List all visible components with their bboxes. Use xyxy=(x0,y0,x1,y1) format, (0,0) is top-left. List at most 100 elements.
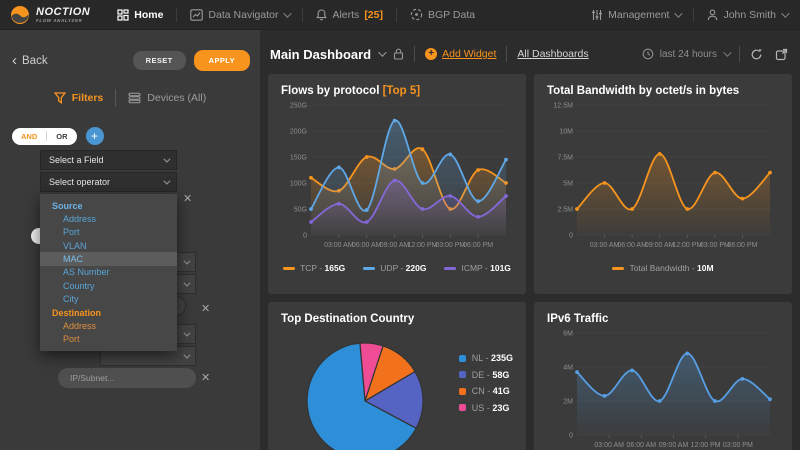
brand-logo[interactable]: NOCTION FLOW ANALYZER xyxy=(0,5,104,25)
legend-label: ICMP - xyxy=(461,263,491,273)
tab-devices-label: Devices (All) xyxy=(147,92,207,104)
svg-text:6M: 6M xyxy=(563,331,573,338)
nav-alerts[interactable]: Alerts [25] xyxy=(303,0,396,30)
remove-filter-icon[interactable]: ✕ xyxy=(201,372,211,384)
menu-item-as-number[interactable]: AS Number xyxy=(63,267,110,278)
widget-title: IPv6 Traffic xyxy=(547,313,609,325)
remove-filter-icon[interactable]: ✕ xyxy=(183,193,193,205)
and-option[interactable]: AND xyxy=(21,131,38,141)
svg-text:03:00 AM: 03:00 AM xyxy=(324,242,354,249)
remove-filter-icon[interactable]: ✕ xyxy=(201,303,211,315)
svg-text:10M: 10M xyxy=(559,129,573,136)
nav-data-navigator-label: Data Navigator xyxy=(208,8,279,21)
legend-item-total-bandwidth[interactable]: Total Bandwidth - 10M xyxy=(612,263,714,273)
legend-item-us[interactable]: US - 23G xyxy=(458,402,513,413)
user-icon xyxy=(708,9,718,20)
back-button[interactable]: ‹ Back xyxy=(12,51,48,69)
widget-grid: Flows by protocol [Top 5] 0 50G 100G 150G 20… xyxy=(268,74,792,450)
legend-label: US - xyxy=(471,402,493,413)
back-label: Back xyxy=(22,54,48,67)
chevron-down-icon xyxy=(163,177,171,185)
country-pie-chart xyxy=(306,342,424,450)
clock-icon xyxy=(642,48,654,60)
add-condition-button[interactable]: + xyxy=(85,127,104,145)
select-operator-value: Select operator xyxy=(49,177,111,187)
menu-item-mac-highlighted[interactable]: MAC xyxy=(40,252,177,266)
tab-filters[interactable]: Filters xyxy=(53,92,103,104)
chart-legend: TCP - 165G UDP - 220G ICMP - 101G xyxy=(281,263,513,273)
funnel-icon xyxy=(53,92,66,104)
all-dashboards-link[interactable]: All Dashboards xyxy=(517,48,589,60)
legend-value: 23G xyxy=(492,402,510,413)
page-title[interactable]: Main Dashboard xyxy=(270,46,372,62)
legend-value: 10M xyxy=(697,263,714,273)
nav-separator xyxy=(396,7,397,22)
nav-management[interactable]: Management xyxy=(578,0,693,30)
svg-text:06:00 AM: 06:00 AM xyxy=(627,442,657,449)
ip-subnet-input[interactable] xyxy=(58,368,196,388)
svg-text:03:00 PM: 03:00 PM xyxy=(723,442,753,449)
and-or-toggle[interactable]: AND OR xyxy=(12,127,77,145)
select-field-dropdown[interactable]: Select a Field xyxy=(40,150,177,170)
reset-button[interactable]: RESET xyxy=(132,51,186,70)
legend-value: 235G xyxy=(490,353,513,363)
menu-item-vlan[interactable]: VLAN xyxy=(63,240,87,251)
legend-item-nl[interactable]: NL - 235G xyxy=(458,353,513,363)
refresh-button[interactable] xyxy=(750,48,763,61)
svg-text:4M: 4M xyxy=(563,365,573,372)
menu-item-port[interactable]: Port xyxy=(63,227,80,238)
menu-item-country[interactable]: Country xyxy=(63,280,95,291)
svg-text:2.5M: 2.5M xyxy=(557,207,573,214)
nav-separator xyxy=(176,7,178,22)
legend-swatch xyxy=(458,354,466,362)
add-widget-button[interactable]: + Add Widget xyxy=(425,48,496,60)
widget-top-destination-country[interactable]: Top Destination Country NL - 235G DE - 58… xyxy=(268,302,526,450)
legend-label: TCP - xyxy=(300,263,325,273)
time-range-selector[interactable]: last 24 hours xyxy=(642,48,732,60)
menu-item-city[interactable]: City xyxy=(63,294,79,305)
legend-swatch xyxy=(283,266,296,270)
or-option[interactable]: OR xyxy=(56,131,68,141)
header-separator xyxy=(739,46,740,62)
nav-bgp-data[interactable]: BGP Data xyxy=(397,0,488,30)
svg-text:0: 0 xyxy=(569,233,573,240)
nav-user-label: John Smith xyxy=(723,8,776,21)
legend-swatch xyxy=(458,404,466,411)
menu-item-dest-address[interactable]: Address xyxy=(63,320,97,331)
svg-text:06:00 AM: 06:00 AM xyxy=(617,242,647,249)
chevron-down-icon xyxy=(781,8,790,18)
header-separator xyxy=(414,46,416,62)
chevron-down-icon[interactable] xyxy=(378,48,387,57)
menu-item-dest-port[interactable]: Port xyxy=(63,334,80,345)
widget-flows-by-protocol[interactable]: Flows by protocol [Top 5] 0 50G 100G 150G 20… xyxy=(268,74,526,294)
svg-text:03:00 PM: 03:00 PM xyxy=(700,242,730,249)
nav-bgp-label: BGP Data xyxy=(428,8,476,21)
tab-devices[interactable]: Devices (All) xyxy=(128,92,206,104)
nav-home[interactable]: Home xyxy=(104,0,176,30)
menu-group-destination: Destination xyxy=(52,307,102,318)
ipv6-line-chart: 0 2M 4M 6M 03:00 AM 06:00 AM 09:00 AM 12:00 PM 0… xyxy=(563,331,772,449)
chevron-down-icon xyxy=(163,155,171,163)
legend-label: Total Bandwidth - xyxy=(629,263,698,273)
apply-button[interactable]: APPLY xyxy=(193,50,250,71)
nav-user-menu[interactable]: John Smith xyxy=(694,0,800,30)
legend-swatch xyxy=(444,266,457,270)
widget-title: Top Destination Country xyxy=(281,313,415,325)
open-external-icon xyxy=(775,48,788,60)
select-operator-dropdown[interactable]: Select operator xyxy=(40,172,177,192)
back-chevron-icon: ‹ xyxy=(12,51,17,69)
widget-total-bandwidth[interactable]: Total Bandwidth by octet/s in bytes 0 2.5… xyxy=(534,74,792,294)
nav-data-navigator[interactable]: Data Navigator xyxy=(177,0,302,30)
svg-text:09:00 AM: 09:00 AM xyxy=(659,442,689,449)
brand-name: NOCTION xyxy=(36,5,91,18)
legend-item-tcp[interactable]: TCP - 165G xyxy=(283,263,345,273)
fullscreen-button[interactable] xyxy=(775,48,788,61)
svg-text:250G: 250G xyxy=(290,103,307,110)
legend-item-cn[interactable]: CN - 41G xyxy=(458,386,513,396)
svg-text:5M: 5M xyxy=(563,181,573,188)
legend-item-udp[interactable]: UDP - 220G xyxy=(363,263,426,273)
legend-item-icmp[interactable]: ICMP - 101G xyxy=(444,263,511,273)
widget-ipv6-traffic[interactable]: IPv6 Traffic 0 2M 4M 6M 03:00 AM 06:00 AM 09:0… xyxy=(534,302,792,450)
legend-item-de[interactable]: DE - 58G xyxy=(458,370,513,380)
menu-item-address[interactable]: Address xyxy=(63,214,97,225)
